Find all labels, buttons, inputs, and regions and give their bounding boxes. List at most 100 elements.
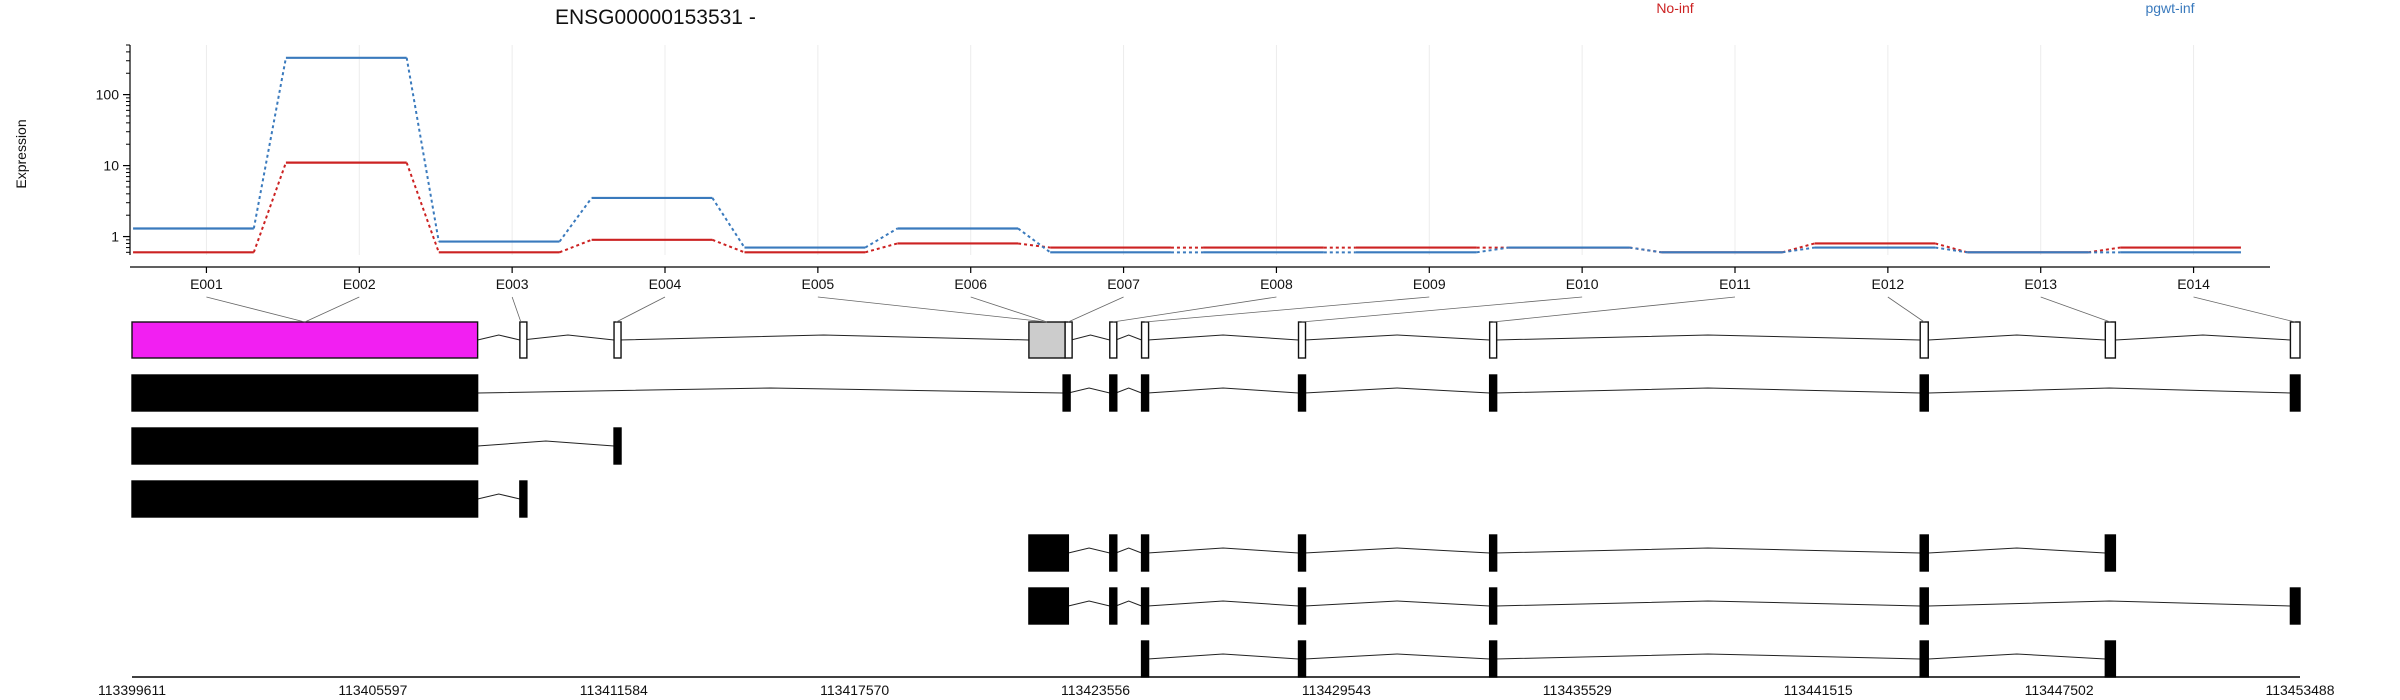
transcript-5-exon: [1919, 587, 1929, 625]
x-tick-label-e014: E014: [2177, 276, 2210, 292]
transcript-5-intron: [1115, 600, 1142, 607]
x-tick-label-e012: E012: [1872, 276, 1905, 292]
exon-connector-e004: [616, 296, 666, 323]
transcript-1-exon: [1062, 374, 1071, 412]
exon-connector-e008: [1112, 296, 1277, 323]
genomic-tick-label: 113453488: [2265, 682, 2334, 698]
series-no-inf-connector: [1782, 242, 1815, 254]
transcript-1-exon: [1488, 374, 1498, 412]
series-no-inf-connector: [1934, 242, 1968, 254]
flattened-gene-model-intron: [1928, 334, 2106, 341]
series-no-inf-connector: [1017, 242, 1051, 249]
x-tick-label-e001: E001: [190, 276, 223, 292]
transcript-6-exon: [1297, 640, 1307, 678]
transcript-1-intron: [1928, 387, 2291, 394]
transcript-5-intron: [1928, 600, 2291, 607]
transcript-6-exon: [1488, 640, 1498, 678]
x-tick-label-e005: E005: [802, 276, 835, 292]
flattened-gene-model-exon: [1919, 321, 1929, 359]
flattened-gene-model-exon: [1297, 321, 1307, 359]
transcript-6-exon: [1919, 640, 1929, 678]
series-pgwt-inf-connector: [1935, 246, 1968, 254]
flattened-gene-model-intron: [1495, 334, 1921, 341]
transcript-1-exon: [1140, 374, 1150, 412]
transcript-1-intron: [477, 387, 1064, 394]
exon-connector-e011: [1492, 296, 1736, 323]
genomic-tick-label: 113405597: [338, 682, 407, 698]
flattened-gene-model-exon: [1028, 321, 1066, 359]
transcript-1-exon: [1919, 374, 1929, 412]
genomic-tick-label: 113411584: [580, 682, 648, 698]
y-tick-label: 10: [103, 158, 119, 174]
transcript-3-exon: [131, 480, 479, 518]
exon-connector-e012: [1887, 296, 1925, 323]
flattened-gene-model-exon: [1064, 321, 1073, 359]
transcript-4-exon: [1919, 534, 1929, 572]
flattened-gene-model-intron: [1304, 334, 1490, 341]
chart-title: ENSG00000153531 -: [555, 6, 756, 29]
x-tick-label-e007: E007: [1107, 276, 1140, 292]
transcript-1-intron: [1147, 387, 1299, 394]
flattened-gene-model-intron: [2115, 334, 2291, 341]
genomic-tick-label: 113417570: [820, 682, 889, 698]
flattened-gene-model-intron: [521, 334, 615, 341]
transcript-5-intron: [1147, 600, 1299, 607]
y-tick-label: 100: [96, 87, 120, 103]
transcript-5-exon: [1140, 587, 1150, 625]
legend-no-inf: No-inf: [1656, 0, 1693, 16]
series-no-inf-connector: [252, 162, 287, 253]
series-no-inf-connector: [712, 238, 745, 254]
exon-connector-e005: [817, 296, 1048, 323]
x-tick-label-e006: E006: [954, 276, 987, 292]
flattened-gene-model-exon: [1140, 321, 1150, 359]
genomic-tick-label: 113441515: [1784, 682, 1853, 698]
transcript-6-intron: [1495, 653, 1921, 660]
transcript-4-exon: [2104, 534, 2117, 572]
series-pgwt-inf-connector: [405, 57, 440, 242]
exon-connector-e009: [1144, 296, 1430, 323]
series-pgwt-inf-connector: [864, 227, 898, 249]
flattened-gene-model-exon: [1109, 321, 1118, 359]
x-tick-label-e009: E009: [1413, 276, 1446, 292]
flattened-gene-model-intron: [618, 334, 1029, 341]
transcript-6-intron: [1147, 653, 1299, 660]
plot-layer: 1 10 100 E001 E002 E003 E004 E005 E006 E007 E008 E0…: [96, 44, 2335, 698]
flattened-gene-model-exon: [1488, 321, 1498, 359]
transcript-5-intron: [1068, 600, 1110, 607]
flattened-gene-model-intron: [1147, 334, 1299, 341]
genomic-tick-label: 113399611: [98, 682, 166, 698]
transcript-5-exon: [1488, 587, 1498, 625]
transcript-5-exon: [1028, 587, 1070, 625]
transcript-1-exon: [1109, 374, 1118, 412]
series-pgwt-inf-connector: [1017, 227, 1051, 254]
transcript-6-intron: [1304, 653, 1490, 660]
flattened-gene-model-intron: [1071, 334, 1110, 341]
transcript-1-exon: [2289, 374, 2301, 412]
transcript-4-intron: [1304, 547, 1490, 554]
transcript-4-exon: [1140, 534, 1150, 572]
flattened-gene-model-exon: [613, 321, 622, 359]
transcript-5-exon: [1109, 587, 1118, 625]
transcript-5-exon: [2289, 587, 2301, 625]
y-tick-label: 1: [111, 229, 119, 245]
transcript-1-exon: [131, 374, 479, 412]
series-no-inf-connector: [559, 238, 592, 254]
legend-pgwt-inf: pgwt-inf: [2145, 0, 2194, 16]
y-axis-label: Expression: [13, 119, 29, 188]
x-tick-label-e010: E010: [1566, 276, 1599, 292]
exon-connector-e006: [970, 296, 1048, 323]
transcript-4-exon: [1109, 534, 1118, 572]
transcript-2-exon: [131, 427, 479, 465]
transcript-1-intron: [1068, 387, 1110, 394]
x-tick-label-e008: E008: [1260, 276, 1293, 292]
series-no-inf-connector: [405, 162, 440, 253]
transcript-6-exon: [1140, 640, 1150, 678]
series-pgwt-inf-connector: [1476, 246, 1509, 254]
exon-connector-e010: [1301, 296, 1583, 323]
flattened-gene-model-exon: [131, 321, 479, 359]
x-tick-label-e011: E011: [1719, 276, 1751, 292]
transcript-4-intron: [1147, 547, 1299, 554]
transcript-4-intron: [1495, 547, 1921, 554]
transcript-4-exon: [1028, 534, 1070, 572]
